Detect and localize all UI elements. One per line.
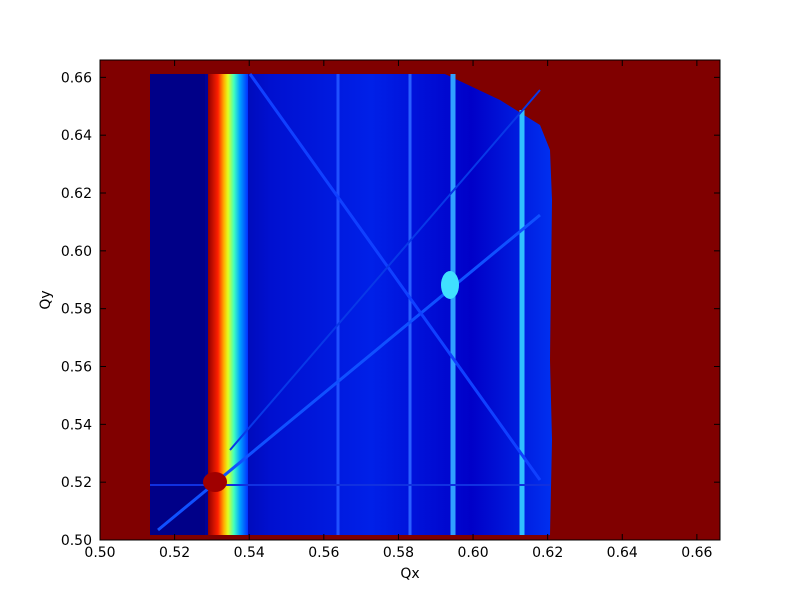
y-tick-label: 0.52 [61, 475, 92, 491]
heatmap-region [150, 74, 205, 535]
hotspot [441, 271, 459, 299]
x-tick-label: 0.64 [607, 545, 638, 561]
x-tick-label: 0.66 [681, 545, 712, 561]
x-tick-label: 0.62 [532, 545, 563, 561]
hotspot [203, 472, 227, 492]
plot-area [99, 59, 721, 541]
x-tick-label: 0.54 [234, 545, 265, 561]
x-tick-label: 0.58 [383, 545, 414, 561]
x-tick-label: 0.50 [84, 545, 115, 561]
heatmap-stripe [208, 74, 248, 535]
y-tick-label: 0.66 [61, 70, 92, 86]
x-tick-label: 0.52 [159, 545, 190, 561]
x-tick-label: 0.60 [457, 545, 488, 561]
y-tick-label: 0.56 [61, 360, 92, 376]
y-tick-label: 0.58 [61, 302, 92, 318]
y-tick-label: 0.64 [61, 128, 92, 144]
y-tick-label: 0.62 [61, 186, 92, 202]
x-tick-label: 0.56 [308, 545, 339, 561]
y-tick-label: 0.60 [61, 244, 92, 260]
x-axis-label: Qx [400, 566, 419, 582]
y-tick-label: 0.50 [61, 533, 92, 549]
y-axis-label: Qy [38, 290, 54, 309]
axes-frame [99, 59, 721, 541]
y-tick-label: 0.54 [61, 417, 92, 433]
